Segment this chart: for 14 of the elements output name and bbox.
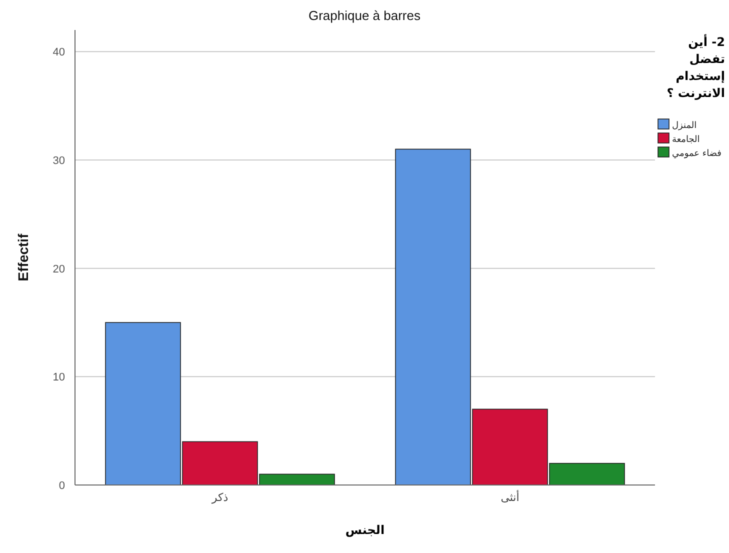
chart-title: Graphique à barres [307, 8, 422, 23]
y-tick-label: 0 [58, 480, 65, 492]
legend-label: المنزل [672, 121, 697, 131]
legend-title: 2- أين تفضل إستخدام الانترنت ؟ [666, 34, 725, 102]
x-tick-label: ذكر [210, 491, 230, 504]
legend-label: الجامعة [672, 135, 700, 145]
y-tick-label: 20 [52, 263, 65, 276]
legend-label: فضاء عمومي [672, 149, 722, 159]
y-tick-label: 30 [52, 155, 65, 167]
y-tick-label: 40 [52, 46, 65, 59]
y-axis-title: Effectif [15, 233, 31, 282]
x-tick-label: أنثى [500, 491, 520, 504]
y-tick-label: 10 [52, 372, 65, 384]
x-axis-title: الجنس [344, 523, 386, 537]
